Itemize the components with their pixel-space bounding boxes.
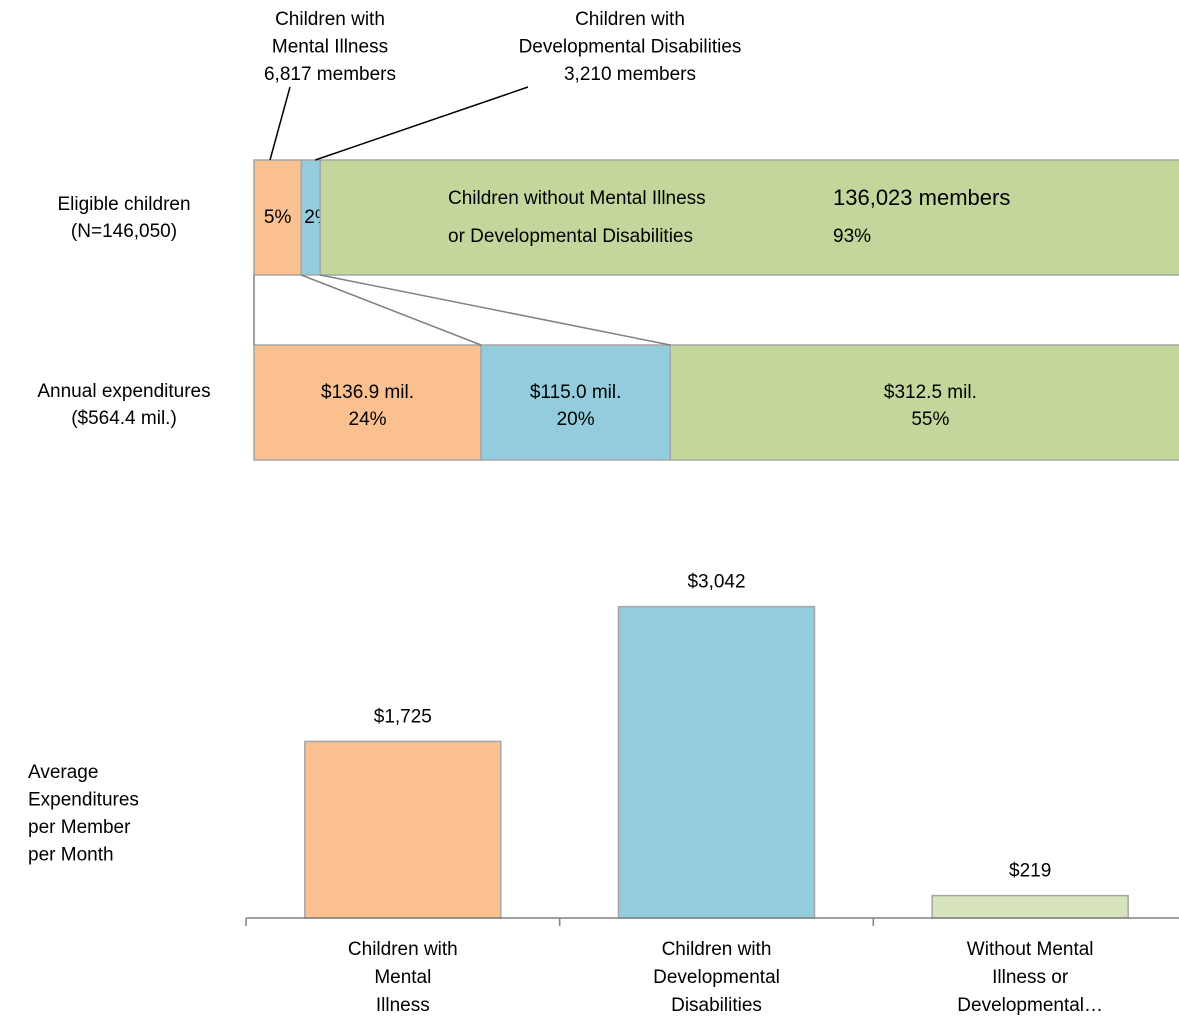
y-axis-label: Average <box>28 762 98 783</box>
value-label: 24% <box>349 409 387 430</box>
connector <box>320 274 671 346</box>
x-tick-label: Children with <box>662 939 772 960</box>
amount-label: $136.9 mil. <box>321 382 414 403</box>
y-axis-label: Expenditures <box>28 790 139 811</box>
x-tick-label: Without Mental <box>967 939 1094 960</box>
row-label: ($564.4 mil.) <box>71 408 177 429</box>
callout-name: Mental Illness <box>272 37 388 58</box>
x-tick-label: Developmental… <box>957 995 1103 1016</box>
amount-label: 136,023 members <box>833 185 1010 210</box>
segment <box>253 159 303 276</box>
callout-name: Children with <box>275 9 385 30</box>
callout-line <box>269 86 291 161</box>
row-label: Eligible children <box>57 194 190 215</box>
bar <box>304 740 502 919</box>
row-label: Annual expenditures <box>37 381 210 402</box>
value-label: 20% <box>557 409 595 430</box>
connector <box>301 274 482 346</box>
amount-label: $312.5 mil. <box>884 382 977 403</box>
value-label: $1,725 <box>374 706 432 727</box>
segment <box>669 344 1179 461</box>
bar <box>931 894 1129 919</box>
x-tick-label: Illness or <box>992 967 1069 988</box>
segment <box>480 344 671 461</box>
bar <box>617 605 816 919</box>
value-label: 55% <box>911 409 949 430</box>
value-label: 5% <box>264 207 292 228</box>
amount-label: $115.0 mil. <box>530 382 622 403</box>
value-label: $3,042 <box>687 572 745 593</box>
callout-line <box>315 86 529 161</box>
x-tick-label: Mental <box>374 967 431 988</box>
segment-name: Children without Mental Illness <box>448 188 706 209</box>
row-label: (N=146,050) <box>71 221 177 242</box>
segment-name: or Developmental Disabilities <box>448 226 693 247</box>
callout-name: Children with <box>575 9 685 30</box>
y-axis-label: per Month <box>28 845 114 866</box>
value-label: $219 <box>1009 861 1051 882</box>
callout-name: Developmental Disabilities <box>519 37 742 58</box>
segment <box>319 159 1179 276</box>
value-label: 93% <box>833 226 871 247</box>
x-tick-label: Disabilities <box>671 995 762 1016</box>
x-tick-label: Illness <box>376 995 430 1016</box>
callout-amount: 3,210 members <box>564 64 696 85</box>
callout-amount: 6,817 members <box>264 64 396 85</box>
x-tick-label: Children with <box>348 939 458 960</box>
y-axis-label: per Member <box>28 817 131 838</box>
x-tick-label: Developmental <box>653 967 780 988</box>
